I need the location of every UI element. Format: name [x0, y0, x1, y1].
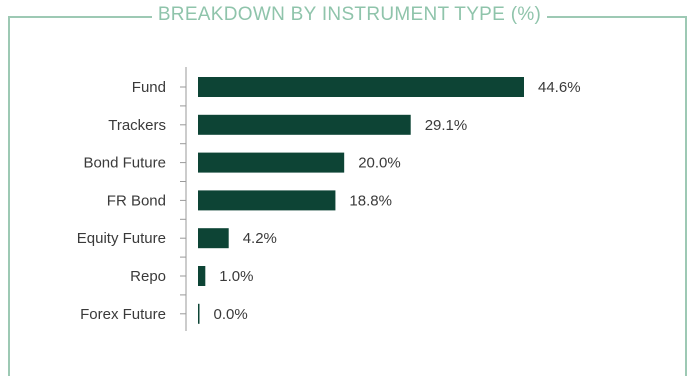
category-label: Forex Future: [80, 306, 166, 323]
value-label: 4.2%: [243, 230, 277, 247]
bar: [198, 266, 206, 286]
bar: [198, 228, 229, 249]
value-label: 0.0%: [214, 306, 248, 323]
bar-chart: Fund 44.6% Trackers 29.1% Bond Future 20.0% FR…: [77, 67, 581, 331]
bar: [198, 114, 411, 135]
value-label: 20.0%: [358, 155, 401, 172]
category-label: Trackers: [108, 117, 166, 134]
category-label: Repo: [130, 268, 166, 285]
category-label: Equity Future: [77, 230, 166, 247]
category-label: Fund: [132, 79, 166, 96]
value-label: 29.1%: [425, 117, 468, 134]
bar: [198, 77, 524, 97]
category-label: FR Bond: [107, 192, 166, 209]
value-label: 1.0%: [219, 268, 253, 285]
bars-layer: Fund 44.6% Trackers 29.1% Bond Future 20.0% FR…: [77, 77, 581, 324]
value-label: 18.8%: [349, 192, 392, 209]
bar: [198, 303, 200, 324]
axis-layer: [180, 67, 187, 331]
bar: [198, 190, 336, 211]
category-label: Bond Future: [83, 155, 166, 172]
value-label: 44.6%: [538, 79, 581, 96]
bar: [198, 152, 345, 173]
